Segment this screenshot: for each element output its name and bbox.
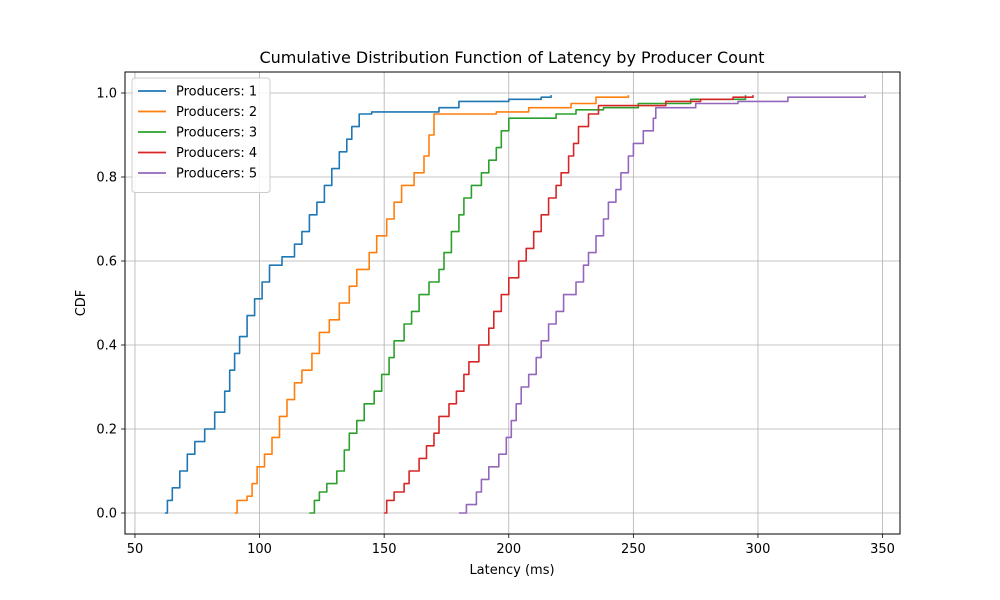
y-tick-label: 0.8: [96, 171, 117, 186]
series-line-producers-1: [164, 95, 552, 514]
x-tick-label: 300: [746, 542, 771, 557]
x-tick-label: 250: [621, 542, 646, 557]
x-tick-label: 50: [127, 542, 144, 557]
legend-label: Producers: 2: [176, 105, 257, 120]
y-tick-label: 0.0: [96, 507, 117, 522]
x-axis-label: Latency (ms): [469, 563, 554, 578]
chart-title: Cumulative Distribution Function of Late…: [259, 48, 764, 67]
x-tick-label: 100: [247, 542, 272, 557]
x-tick-label: 350: [870, 542, 895, 557]
y-axis-ticks: 0.0 0.2 0.4 0.6 0.8 1.0: [96, 87, 125, 522]
y-axis-label: CDF: [74, 290, 89, 317]
legend-label: Producers: 5: [176, 167, 257, 182]
legend-box: [131, 77, 271, 193]
y-tick-label: 0.2: [96, 423, 117, 438]
series-line-producers-4: [384, 95, 754, 514]
legend-label: Producers: 4: [176, 146, 257, 161]
x-axis-ticks: 50 100 150 200 250 300 350: [127, 534, 895, 557]
x-tick-label: 200: [496, 542, 521, 557]
y-tick-label: 0.4: [96, 339, 117, 354]
legend-label: Producers: 1: [176, 85, 257, 100]
legend-label: Producers: 3: [176, 126, 257, 141]
plot-frame: [124, 71, 901, 535]
series-line-producers-3: [309, 95, 747, 514]
series-lines: [164, 95, 866, 514]
series-line-producers-2: [234, 95, 630, 514]
legend: Producers: 1 Producers: 2 Producers: 3 Prod…: [131, 77, 271, 193]
series-line-producers-5: [458, 95, 866, 514]
y-tick-label: 1.0: [96, 87, 117, 102]
y-tick-label: 0.6: [96, 255, 117, 270]
x-tick-label: 150: [372, 542, 397, 557]
